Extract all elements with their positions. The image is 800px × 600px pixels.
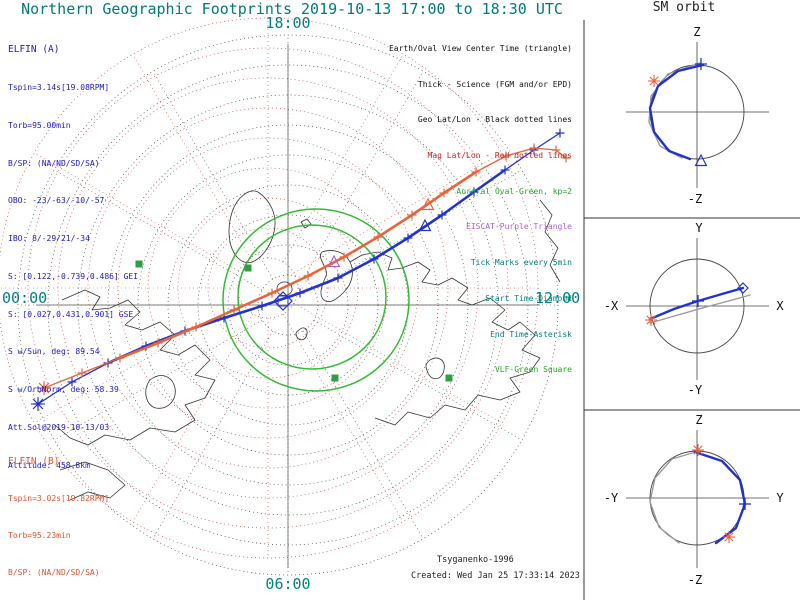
legend-item: End Time-Asterisk xyxy=(490,329,572,339)
clock-label-left: 00:00 xyxy=(2,289,48,307)
legend: Earth/Oval View Center Time (triangle) T… xyxy=(332,19,572,400)
model-credit: Tsyganenko-1996 xyxy=(437,555,514,565)
axis-label: X xyxy=(776,299,784,313)
sm-panel-2 xyxy=(626,430,769,568)
elfin-b-footprint xyxy=(39,143,571,393)
clock-label-bottom: 06:00 xyxy=(265,575,311,593)
legend-item: EISCAT-Purple Triangle xyxy=(466,222,572,232)
info-line: B/SP: (NA/ND/SD/SA) xyxy=(8,158,100,168)
elfin-a-name: ELFIN (A) xyxy=(8,44,60,56)
axis-label: -Z xyxy=(687,192,703,206)
legend-item: VLF-Green Square xyxy=(494,365,572,375)
axis-label: Y xyxy=(776,491,784,505)
info-line: Torb=95.23min xyxy=(8,530,71,540)
map-markers xyxy=(31,197,453,411)
info-line: S w/OrbNorm, deg: 58.39 xyxy=(8,385,119,395)
info-line: Torb=95.00min xyxy=(8,120,71,130)
axis-label: -Y xyxy=(687,383,703,397)
axis-label: Z xyxy=(693,25,701,39)
axis-label: Z xyxy=(695,413,703,427)
info-line: Tspin=3.02s[19.82RPM] xyxy=(8,493,110,503)
info-line: B/SP: (NA/ND/SD/SA) xyxy=(8,567,100,577)
clock-label-right: 12:00 xyxy=(535,289,581,307)
info-line: OBO: -23/-63/-10/-57 xyxy=(8,196,105,206)
axis-label: -X xyxy=(603,299,619,313)
legend-item: Tick Marks every 5min xyxy=(470,258,572,268)
mag-grid xyxy=(0,17,539,559)
axis-label: -Y xyxy=(603,491,619,505)
axis-label: -Z xyxy=(687,573,703,587)
legend-item: Start Time-Diamond xyxy=(485,293,572,303)
sm-panel-1 xyxy=(626,238,769,380)
sm-orbit-title: SM orbit xyxy=(652,0,716,15)
page-title: Northern Geographic Footprints 2019-10-1… xyxy=(21,0,563,18)
elfin-b-name: ELFIN (B) xyxy=(8,455,60,467)
polar-map xyxy=(0,17,571,576)
auroral-oval xyxy=(222,208,410,392)
info-line: S w/Sun, deg: 89.54 xyxy=(8,347,100,357)
coastlines xyxy=(54,190,561,501)
elfin-a-info-block: ELFIN (A) Tspin=3.14s[19.08RPM] Torb=95.… xyxy=(8,19,138,498)
info-line: S: [0.122,-0.739,0.486] GEI xyxy=(8,271,139,281)
legend-item: Mag Lat/Lon - Red dotted lines xyxy=(427,150,573,160)
info-line: Tspin=3.14s[19.08RPM] xyxy=(8,82,110,92)
info-line: Altitude: 458.8km xyxy=(8,460,90,470)
info-line: IBO: 8/-29/21/-34 xyxy=(8,234,90,244)
legend-item: Thick - Science (FGM and/or EPD) xyxy=(417,79,572,89)
elfin-b-info-block: ELFIN (B) Tspin=3.02s[19.82RPM] Torb=95.… xyxy=(8,431,138,600)
created-timestamp: Created: Wed Jan 25 17:33:14 2023 xyxy=(411,571,580,581)
info-line: S: [0.027,0.431,0.901] GSE xyxy=(8,309,134,319)
sm-panel-0 xyxy=(626,42,769,188)
legend-item: Geo Lat/Lon - Black dotted lines xyxy=(417,115,572,125)
clock-label-top: 18:00 xyxy=(265,14,311,32)
axis-label: Y xyxy=(695,221,703,235)
dividers xyxy=(583,20,800,600)
legend-item: Earth/Oval View Center Time (triangle) xyxy=(388,43,572,53)
info-line: Att.Sol@2019-10-13/03 xyxy=(8,423,110,432)
legend-item: Auroral Oval-Green, kp=2 xyxy=(456,186,572,196)
